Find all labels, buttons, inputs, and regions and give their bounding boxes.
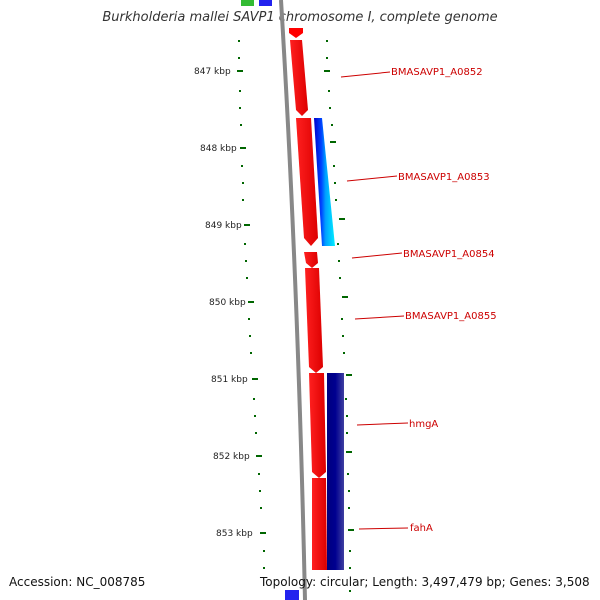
gene-label-BMASAVP1_A0853[interactable]: BMASAVP1_A0853 — [398, 172, 490, 183]
cds-fahA — [312, 478, 327, 570]
blast-hit-A0853 — [314, 118, 335, 246]
accession-text: Accession: NC_008785 — [9, 575, 146, 589]
tick-label-848: 848 kbp — [200, 144, 237, 154]
cds-BMASAVP1_A0853 — [296, 118, 318, 246]
ruler-dots-left — [238, 40, 265, 569]
gene-label-fahA[interactable]: fahA — [410, 523, 433, 534]
blast-hit-bottom — [285, 590, 299, 600]
backbone-ring — [279, 0, 307, 600]
cds-BMASAVP1_A0852 — [290, 40, 308, 116]
blast-hit-hmgA-fahA — [327, 373, 344, 570]
cds-top-fragment — [289, 28, 303, 38]
gene-label-BMASAVP1_A0852[interactable]: BMASAVP1_A0852 — [391, 67, 483, 78]
tick-label-849: 849 kbp — [205, 221, 242, 231]
feature-green-top — [241, 0, 254, 6]
feature-blue-top — [259, 0, 272, 6]
cds-BMASAVP1_A0855 — [305, 268, 323, 373]
map-title: Burkholderia mallei SAVP1 chromosome I, … — [102, 10, 498, 25]
tick-label-847: 847 kbp — [194, 67, 231, 77]
label-leaders — [340, 71, 409, 530]
tick-label-851: 851 kbp — [211, 375, 248, 385]
ruler-dots-right — [326, 40, 351, 592]
tick-label-850: 850 kbp — [209, 298, 246, 308]
ruler-ticks — [237, 70, 354, 534]
tick-label-852: 852 kbp — [213, 452, 250, 462]
gene-label-hmgA[interactable]: hmgA — [409, 419, 438, 430]
cds-hmgA — [309, 373, 326, 478]
gene-label-BMASAVP1_A0854[interactable]: BMASAVP1_A0854 — [403, 249, 495, 260]
tick-label-853: 853 kbp — [216, 529, 253, 539]
cds-BMASAVP1_A0854 — [304, 252, 318, 268]
genome-summary-text: Topology: circular; Length: 3,497,479 bp… — [260, 575, 590, 589]
gene-label-BMASAVP1_A0855[interactable]: BMASAVP1_A0855 — [405, 311, 497, 322]
